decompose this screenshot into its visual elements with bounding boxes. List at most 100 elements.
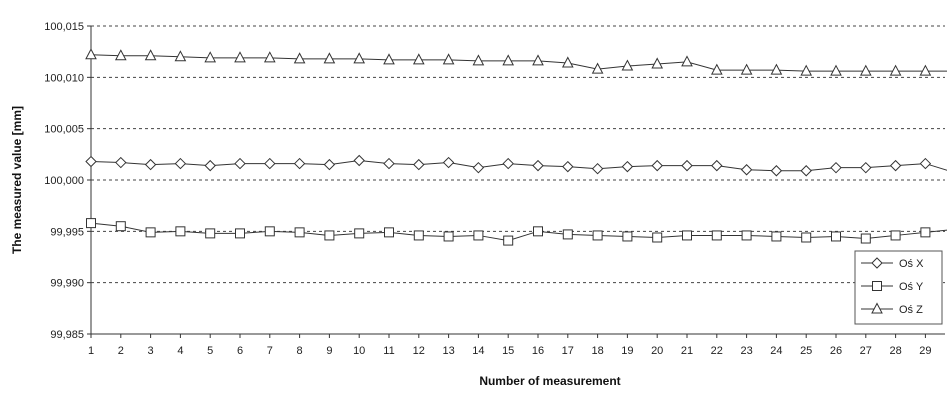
x-tick-label: 19 <box>621 345 633 357</box>
x-tick-label: 12 <box>413 345 425 357</box>
series-y-point <box>622 231 633 242</box>
series-y-point <box>682 230 692 241</box>
series-z-point <box>591 62 604 74</box>
series-x-point <box>472 161 485 174</box>
series-z-point <box>859 64 872 76</box>
series-z-point <box>204 51 217 63</box>
series-y-point <box>503 235 514 246</box>
series-y-point <box>860 233 871 244</box>
series-y-point <box>175 226 186 237</box>
series-x-point <box>860 161 872 174</box>
series-z-point <box>651 57 664 69</box>
series-z-point <box>889 64 902 76</box>
x-tick-label: 28 <box>889 345 901 357</box>
gridlines <box>91 25 945 284</box>
series-z-point <box>800 64 813 76</box>
series-z-point <box>561 56 574 68</box>
x-tick-label: 5 <box>207 345 213 357</box>
series-y-point <box>86 218 96 229</box>
series-z-point <box>830 64 842 76</box>
series-z-point <box>919 64 932 76</box>
legend-marker-z <box>871 302 883 314</box>
x-tick-label: 23 <box>740 345 752 357</box>
series-z-point <box>681 55 693 67</box>
legend-label-x: Oś X <box>899 258 924 270</box>
series-y-point <box>741 230 752 241</box>
y-tick-label: 100,010 <box>44 72 84 84</box>
series-z-point <box>114 49 127 61</box>
series-x-point <box>711 159 723 172</box>
x-tick-label: 17 <box>562 345 574 357</box>
series-z-point <box>353 52 366 64</box>
series-x-point <box>144 158 157 171</box>
series-y-point <box>324 230 335 241</box>
series-z-point <box>234 51 246 63</box>
series-z-point <box>412 53 425 65</box>
x-tick-label: 7 <box>267 345 273 357</box>
series-y-point <box>562 229 573 240</box>
x-tick-label: 9 <box>326 345 332 357</box>
series-y-point <box>443 231 454 242</box>
x-tick-label: 24 <box>770 345 782 357</box>
x-tick-labels: 1 2 3 4 5 6 7 8 9 10 11 12 13 14 15 16 17 18 19 20 21 22 23 24 2… <box>88 334 932 357</box>
x-tick-label: 25 <box>800 345 812 357</box>
x-tick-label: 21 <box>681 345 693 357</box>
series-y-point <box>264 226 275 237</box>
series-x-point <box>919 157 932 170</box>
series-x-point <box>621 160 634 173</box>
x-tick-label: 10 <box>353 345 365 357</box>
series-z-point <box>532 54 544 66</box>
series-z-point <box>263 51 276 63</box>
series-y-point <box>413 230 424 241</box>
series-x-point <box>234 157 246 170</box>
legend-marker-y <box>872 281 882 291</box>
series-x-point <box>115 156 127 169</box>
x-axis-title: Number of measurement <box>479 374 620 388</box>
series-y-point <box>145 227 156 238</box>
series-x-point <box>264 157 276 170</box>
series-y-point <box>235 228 245 239</box>
y-tick-label: 100,000 <box>44 175 84 187</box>
series-z-point <box>144 49 157 61</box>
legend: Oś X Oś Y Oś Z <box>854 250 943 325</box>
series-x-point <box>293 157 306 170</box>
y-axis-title: The measured value [mm] <box>10 106 24 254</box>
y-tick-label: 99,985 <box>50 329 84 341</box>
x-tick-label: 18 <box>591 345 603 357</box>
series-y-point <box>533 226 543 237</box>
series-y-point <box>294 227 305 238</box>
series-y-point <box>205 228 216 239</box>
series-x-point <box>562 160 574 173</box>
series-x <box>85 154 947 177</box>
x-tick-label: 20 <box>651 345 663 357</box>
x-tick-label: 26 <box>830 345 842 357</box>
series-z-point <box>502 54 515 66</box>
series-x-point <box>204 159 216 172</box>
series-z-point <box>293 52 306 64</box>
series-y-point <box>920 227 931 238</box>
series-x-point <box>383 157 395 170</box>
x-tick-label: 22 <box>711 345 723 357</box>
series-y-point <box>652 232 663 243</box>
series-z-point <box>740 63 753 75</box>
series-y-point <box>771 231 782 242</box>
series-x-point <box>681 159 693 172</box>
series-y-point <box>592 230 603 241</box>
series-y-point <box>384 227 394 238</box>
legend-label-y: Oś Y <box>899 281 924 293</box>
x-tick-label: 8 <box>297 345 303 357</box>
x-tick-label: 16 <box>532 345 544 357</box>
x-tick-label: 4 <box>177 345 183 357</box>
series-x-point <box>591 162 604 175</box>
series-x-point <box>323 158 336 171</box>
y-tick-label: 100,015 <box>44 21 84 33</box>
series-z-point <box>770 63 783 75</box>
series-z-point <box>442 53 455 65</box>
series-group <box>85 48 947 246</box>
x-tick-label: 27 <box>860 345 872 357</box>
series-z-line <box>90 54 947 72</box>
series-x-point <box>174 157 187 170</box>
series-x-point <box>651 159 663 172</box>
y-tick-labels: 99,985 99,990 99,995 100,000 100,005 100,010 1… <box>44 21 91 341</box>
